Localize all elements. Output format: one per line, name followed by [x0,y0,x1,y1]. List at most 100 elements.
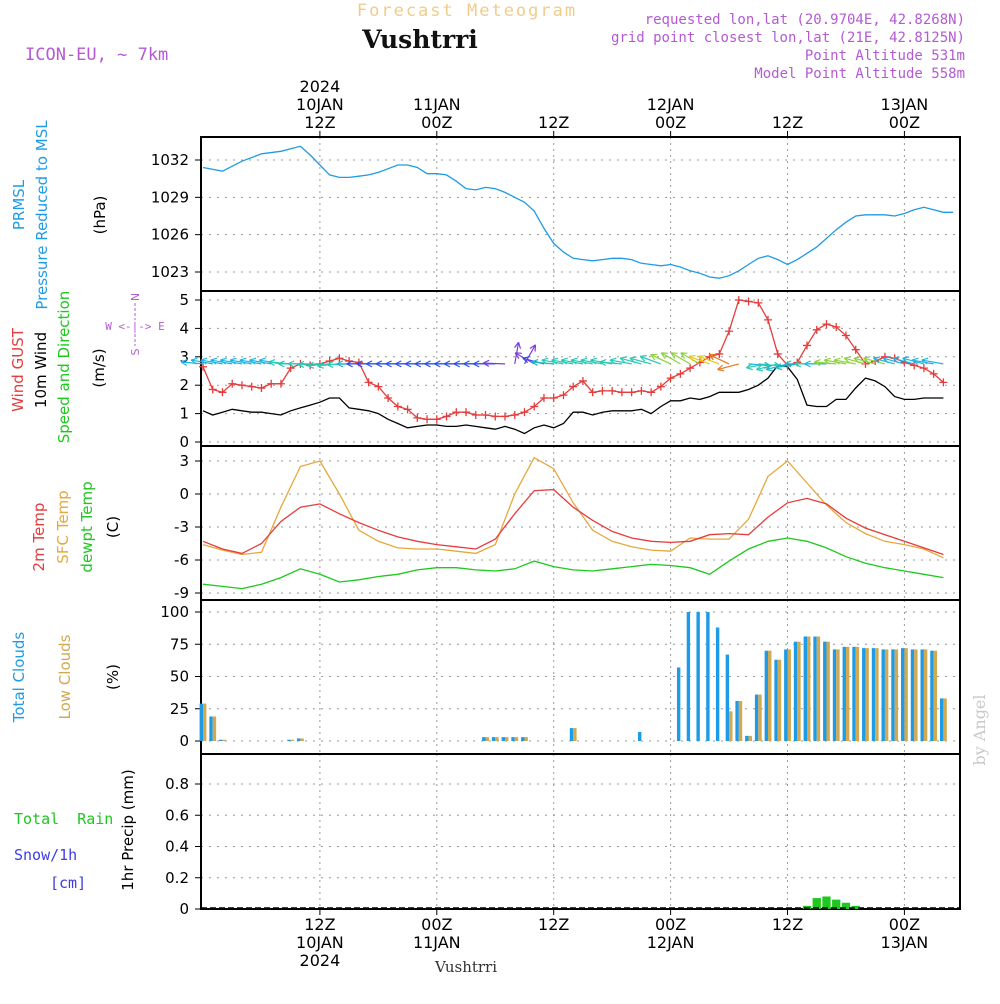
rain-bar [812,898,821,909]
wind-arrow-head [708,353,716,361]
rain-bar [851,905,860,909]
total-cloud-bar [715,627,720,741]
wind-gust-marker [247,382,256,391]
wind-gust-marker [520,408,529,417]
wind-dir-label: Speed and Direction [55,291,73,444]
wind-tick-label: 4 [179,319,189,337]
wind-arrow-head [326,360,334,369]
clouds-tick-label: 0 [179,732,189,750]
total-cloud-bar [764,650,769,741]
wind-arrow [717,363,739,371]
wind-gust-marker [841,331,850,340]
wind-gust-marker [734,296,743,304]
wind-arrow-head [660,352,669,359]
wind-arrow [297,363,320,366]
grid-coords: grid point closest lon,lat (21E, 42.8125… [611,30,965,46]
wind-arrow-head [698,355,706,362]
compass-n: N [129,293,142,301]
wind-arrow-head [356,360,363,368]
wind-arrow-head [482,359,490,367]
wind-arrow-head [210,357,218,365]
wind-gust-marker [929,369,938,378]
clouds-tick-label: 75 [170,635,189,653]
low-cloud-bar [729,711,733,741]
total-cloud-bar [501,737,505,741]
wind-arrow-head [514,341,522,349]
cloud-labels: Total Clouds Low Clouds (%) [10,632,122,724]
top-time-label: 2024 [300,77,341,96]
low-cloud-bar [738,701,743,741]
wind-arrow [661,352,681,365]
low-cloud-bar [485,737,489,741]
pressure-tick-label: 1023 [151,263,189,281]
wind-gust-marker [812,325,821,334]
clouds-tick-label: 100 [160,603,189,621]
wind-gust-marker [539,393,548,402]
total-cloud-bar [209,716,213,741]
wind-arrow [249,359,272,365]
wind-arrow-head [287,360,295,368]
pressure-tick-label: 1032 [151,151,189,169]
total-cloud-bar [774,659,778,741]
wind-gust-marker [364,378,373,387]
low-cloud-bar [222,739,226,741]
wind-arrow [756,363,778,371]
wind-gust-marker [335,354,344,363]
total-cloud-bar [735,701,739,741]
total-cloud-bar [637,731,642,741]
wind-gust-marker [656,382,665,391]
wind-arrow-head [514,352,522,359]
wind-gust-marker [919,364,928,373]
temp-unit: (C) [104,516,122,538]
wind-arrow [561,359,584,365]
total-cloud-bar [784,649,788,741]
bottom-time-label: 00Z [889,915,920,934]
wind-frame [200,290,961,447]
total-cloud-bar [696,612,700,741]
wind-arrow-head [219,357,227,365]
wind-speed-line [202,364,944,435]
t2m-line [202,488,944,556]
wind-arrow-head [717,364,725,372]
low-cloud-bar [855,646,860,741]
wind-gust-marker [569,382,578,391]
low-cloud-bar [904,648,908,741]
total-clouds-label: Total Clouds [10,632,28,724]
total-cloud-bar [823,641,827,741]
wind-gust-marker [578,376,587,385]
total-cloud-bar [930,650,934,741]
wind-arrow-head [551,357,559,365]
wind-gust-marker [199,362,207,371]
wind-arrow-head [823,357,831,365]
wind-tick-label: 0 [179,433,189,451]
wind-arrow-head [813,358,821,367]
wind-arrow [200,359,223,365]
low-cloud-bar [914,649,918,741]
low-cloud-bar [836,649,840,741]
point-altitude: Point Altitude 531m [805,48,965,64]
total-cloud-bar [569,728,574,741]
low-cloud-bar [816,636,821,741]
model-name: ICON-EU, ~ 7km [25,45,168,65]
wind-arrow-head [336,360,344,368]
wind-arrow-head [365,360,373,368]
wind-arrow-head [580,357,588,365]
compass-we: W <-|-> E [105,320,165,333]
snow-label: Snow/1h [14,846,77,864]
wind-arrow-head [434,360,441,368]
wind-gust-marker [832,322,841,331]
total-cloud-bar [199,703,203,741]
total-cloud-bar [862,648,866,741]
wind-arrow-head [670,352,678,359]
wind-arrow [814,361,837,365]
top-time-label: 10JAN [296,95,344,114]
wind-gust-marker [403,405,412,414]
wind-gust-marker [608,386,617,395]
wind-arrow-head [570,357,578,365]
wind-arrow [911,359,934,365]
wind-arrow-head [873,356,881,364]
wind-gust-marker [393,402,402,411]
wind-gust-marker [510,411,519,420]
low-cloud-bar [203,703,207,741]
